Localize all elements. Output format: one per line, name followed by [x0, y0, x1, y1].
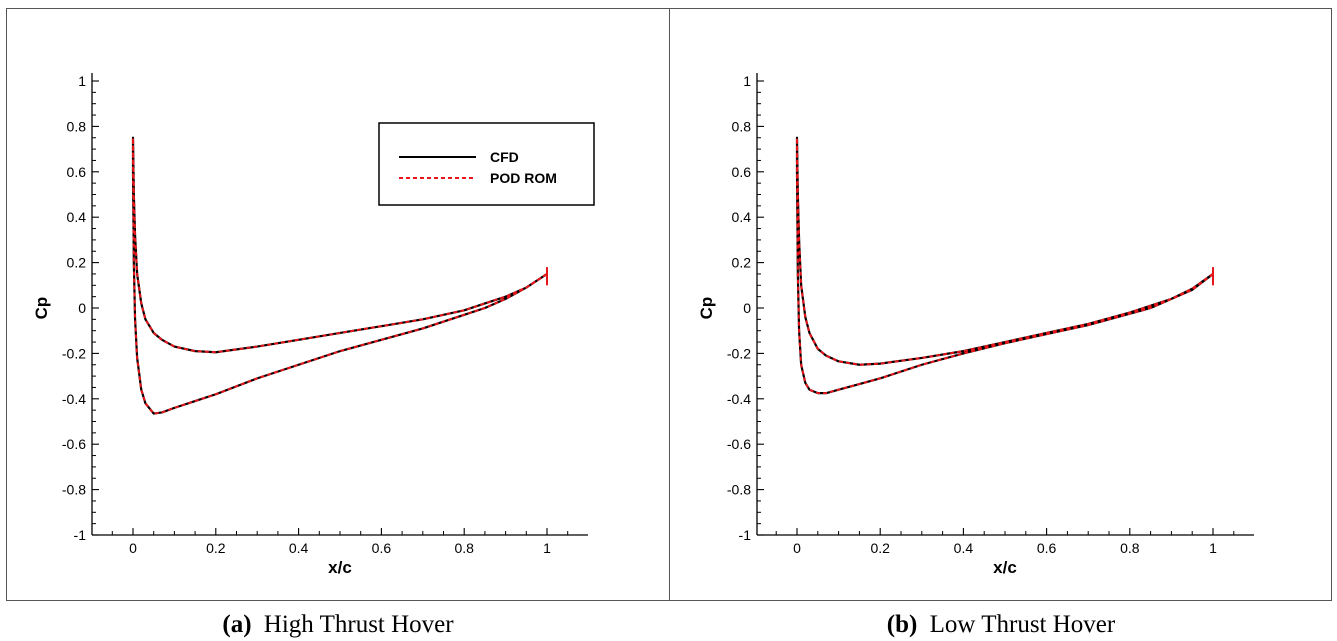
series-cfd-line	[795, 136, 1214, 395]
x-tick-label: 0	[129, 540, 137, 556]
caption-a: (a) High Thrust Hover	[222, 611, 454, 638]
y-tick-label: 0.2	[732, 255, 752, 271]
y-tick-label: 0.8	[732, 118, 752, 134]
y-tick-label: 0.6	[732, 164, 752, 180]
x-tick-label: 0.8	[454, 540, 474, 556]
y-axis-title: Cp	[32, 297, 51, 320]
panel-b-frame	[669, 8, 1332, 601]
x-tick-label: 1	[543, 540, 551, 556]
y-tick-label: 0.6	[67, 164, 87, 180]
y-tick-label: -0.4	[727, 391, 751, 407]
legend-entry-label: CFD	[490, 149, 519, 165]
y-tick-label: -0.6	[62, 436, 86, 452]
panel-a-frame	[6, 8, 670, 601]
caption-a-text: High Thrust Hover	[264, 611, 454, 638]
x-tick-label: 0.4	[954, 540, 974, 556]
y-tick-label: -0.2	[62, 345, 86, 361]
x-tick-label: 0.2	[870, 540, 890, 556]
legend-entry-label: POD ROM	[490, 170, 557, 186]
y-tick-label: -0.2	[727, 345, 751, 361]
panel-a: 0 0.2 0.4 0.6 0.8 1 -1 -0.8 -0.6 -0.4 -0.2 0 0.2 0.4 0…	[32, 73, 595, 577]
caption-a-label: (a)	[222, 611, 251, 638]
caption-b-label: (b)	[887, 611, 918, 638]
series-pod-rom-line	[796, 136, 1214, 395]
y-tick-label: 1	[78, 73, 86, 89]
y-axis-title: Cp	[697, 297, 716, 320]
x-tick-label: 0.8	[1120, 540, 1140, 556]
legend: CFD POD ROM	[378, 122, 595, 206]
y-tick-label: 0.4	[67, 209, 87, 225]
y-tick-label: 0	[743, 300, 751, 316]
y-tick-label: 0	[78, 300, 86, 316]
x-tick-label: 1	[1209, 540, 1217, 556]
y-tick-label: 0.2	[67, 255, 87, 271]
y-tick-label: -0.4	[62, 391, 86, 407]
caption-b-text: Low Thrust Hover	[930, 611, 1116, 638]
series-pod-rom-line	[132, 136, 548, 415]
legend-box	[378, 122, 595, 206]
x-tick-label: 0	[793, 540, 801, 556]
y-tick-label: -1	[74, 527, 87, 543]
x-tick-label: 0.6	[372, 540, 392, 556]
caption-b: (b) Low Thrust Hover	[887, 611, 1116, 638]
x-tick-label: 0.4	[289, 540, 309, 556]
x-axis-title: x/c	[993, 558, 1017, 577]
y-tick-label: 0.8	[67, 118, 87, 134]
x-tick-label: 0.2	[206, 540, 226, 556]
y-tick-label: 0.4	[732, 209, 752, 225]
y-tick-label: -0.8	[62, 482, 86, 498]
panel-b: 0 0.2 0.4 0.6 0.8 1 -1 -0.8 -0.6 -0.4 -0.2 0 0.2 0.4 0…	[697, 73, 1254, 577]
y-tick-label: -1	[739, 527, 752, 543]
y-tick-label: -0.8	[727, 482, 751, 498]
y-tick-label: 1	[743, 73, 751, 89]
y-tick-label: -0.6	[727, 436, 751, 452]
x-tick-label: 0.6	[1037, 540, 1057, 556]
x-axis-title: x/c	[328, 558, 352, 577]
